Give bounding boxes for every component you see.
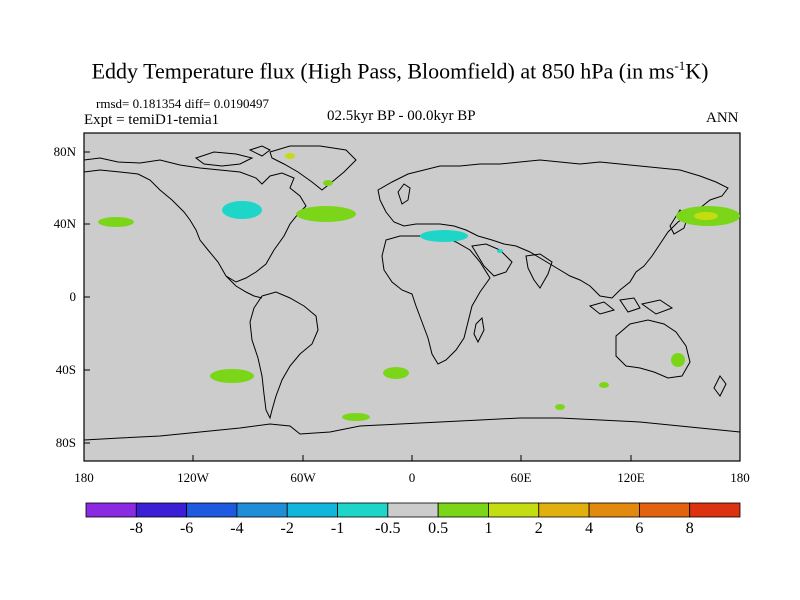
- experiment-label: Expt = temiD1-temia1: [84, 112, 220, 128]
- coast-africa: [381, 235, 491, 365]
- colorbar-swatch: [387, 502, 439, 518]
- colorbar-label: 8: [685, 520, 694, 537]
- lon-label-120w: 120W: [177, 470, 209, 485]
- colorbar-label: 1: [484, 520, 493, 537]
- patch-great-lakes-cyan: [222, 201, 262, 219]
- coastlines: [83, 145, 741, 441]
- lat-label-80n: 80N: [53, 144, 76, 159]
- coast-new-zealand: [713, 375, 727, 397]
- colorbar-swatch: [437, 502, 489, 518]
- patch-greenland-green: [323, 180, 333, 186]
- patch-southern-ocean-green-1: [342, 413, 370, 421]
- colorbar-label: -8: [129, 520, 143, 537]
- patch-indian-ocean-green: [599, 382, 609, 388]
- patch-south-atlantic-green: [383, 367, 409, 379]
- colorbar-swatch: [236, 502, 288, 518]
- colorbar-label: -2: [280, 520, 294, 537]
- coast-british-isles: [397, 183, 411, 205]
- coast-north-america: [83, 157, 307, 283]
- colorbar-label: -0.5: [375, 520, 401, 537]
- coast-eurasia: [377, 159, 729, 299]
- colorbar-swatch: [588, 502, 640, 518]
- lon-label-60e: 60E: [510, 470, 532, 485]
- coast-arctic-islands: [194, 145, 271, 167]
- colorbar-label: 2: [534, 520, 543, 537]
- lon-label-60w: 60W: [290, 470, 316, 485]
- colorbar-swatch: [135, 502, 188, 518]
- patch-pacific-west-green: [98, 217, 134, 227]
- patch-caspian-cyan: [497, 249, 503, 253]
- colorbar-swatch: [689, 502, 741, 518]
- colorbar-swatch: [286, 502, 338, 518]
- patch-north-atlantic-green: [296, 206, 356, 222]
- colorbar: [85, 502, 741, 518]
- plot-title: Eddy Temperature flux (High Pass, Bloomf…: [0, 58, 800, 84]
- period-label: 02.5kyr BP - 00.0kyr BP: [327, 108, 476, 124]
- patch-arctic-yellow: [285, 153, 295, 159]
- colorbar-label: 0.5: [428, 520, 449, 537]
- patch-australia-green: [671, 353, 685, 367]
- colorbar-swatch: [85, 502, 137, 518]
- colorbar-swatch: [488, 502, 540, 518]
- title-main: Eddy Temperature flux (High Pass, Bloomf…: [91, 58, 675, 84]
- colorbar-label: -4: [230, 520, 244, 537]
- lat-label-0: 0: [69, 289, 77, 304]
- patch-north-pacific-yellow: [694, 212, 718, 220]
- patch-south-pacific-green: [210, 369, 254, 383]
- lat-label-80s: 80S: [55, 435, 76, 450]
- stats-text: rmsd= 0.181354 diff= 0.0190497: [96, 96, 269, 111]
- colorbar-label: -6: [179, 520, 194, 537]
- axis-ticks: [83, 151, 741, 461]
- title-superscript: -1: [674, 58, 686, 73]
- coast-se-asia-islands: [588, 297, 674, 315]
- season-label: ANN: [706, 110, 739, 126]
- lon-label-180e: 180: [730, 470, 750, 485]
- coast-antarctica: [83, 417, 741, 441]
- patch-southern-ocean-green-2: [555, 404, 565, 410]
- lat-label-40s: 40S: [55, 362, 76, 377]
- colorbar-swatch: [186, 502, 238, 518]
- colorbar-label: 6: [635, 520, 644, 537]
- colorbar-swatch: [538, 502, 590, 518]
- title-end: K): [685, 58, 709, 84]
- patch-mediterranean-cyan: [420, 230, 468, 242]
- coast-central-america: [225, 275, 263, 299]
- colorbar-label: -1: [330, 520, 345, 537]
- colorbar-swatch: [337, 502, 389, 518]
- coast-arabia: [471, 243, 513, 277]
- lon-label-120e: 120E: [617, 470, 645, 485]
- coast-south-america: [249, 291, 319, 420]
- coast-india: [525, 253, 553, 289]
- lon-label-0: 0: [408, 470, 416, 485]
- map-background: [83, 132, 741, 462]
- lon-label-180w: 180: [74, 470, 94, 485]
- coast-madagascar: [473, 316, 485, 344]
- colorbar-label: 4: [585, 520, 594, 537]
- coast-australia: [615, 319, 691, 379]
- anomaly-patches: [98, 153, 740, 421]
- lat-label-40n: 40N: [53, 216, 76, 231]
- colorbar-swatch: [638, 502, 691, 518]
